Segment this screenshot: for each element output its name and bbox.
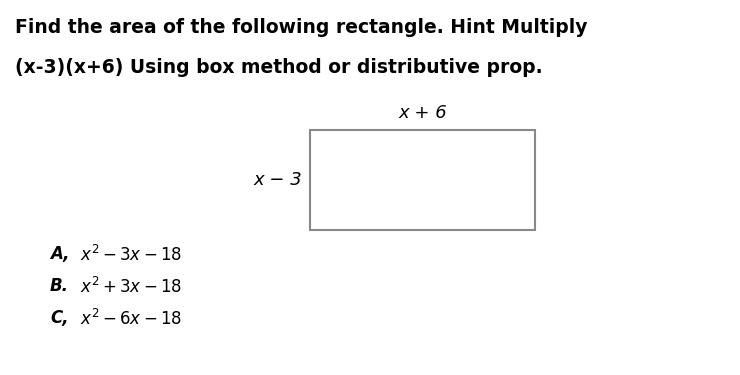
Text: $x^2-3x-18$: $x^2-3x-18$: [80, 245, 182, 265]
Text: x − 3: x − 3: [253, 171, 302, 189]
Text: (x-3)(x+6) Using box method or distributive prop.: (x-3)(x+6) Using box method or distribut…: [15, 58, 542, 77]
Bar: [310, 130, 535, 230]
Text: $x^2-6x-18$: $x^2-6x-18$: [80, 309, 182, 329]
Text: A,: A,: [50, 245, 70, 263]
Text: B.: B.: [50, 277, 69, 295]
Text: x + 6: x + 6: [398, 104, 447, 122]
Text: C,: C,: [50, 309, 69, 327]
Text: Find the area of the following rectangle. Hint Multiply: Find the area of the following rectangle…: [15, 18, 588, 37]
Text: $x^2+3x-18$: $x^2+3x-18$: [80, 277, 182, 297]
